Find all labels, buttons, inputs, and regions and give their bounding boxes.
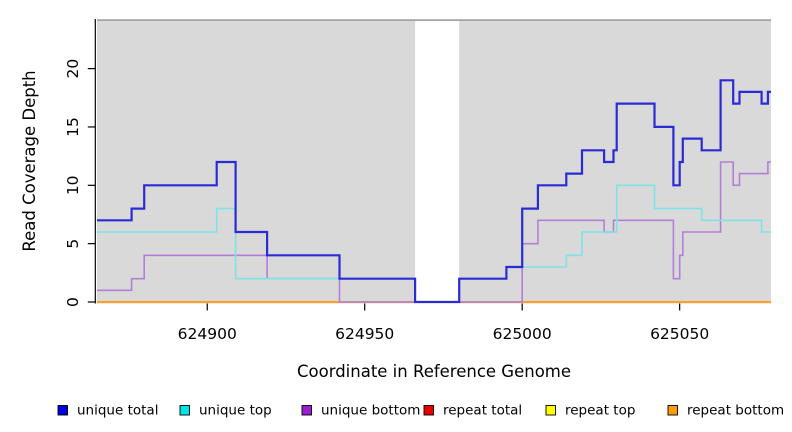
series-line-unique-total (97, 79, 771, 304)
x-tick-label: 625000 (493, 325, 552, 343)
legend-item-repeat-bottom: repeat bottom (667, 403, 784, 419)
y-tick-label: 20 (64, 59, 82, 79)
legend-label: repeat total (443, 403, 522, 419)
legend-swatch-repeat-top (545, 405, 556, 416)
y-tick-label: 0 (64, 297, 82, 307)
legend-label: unique bottom (321, 403, 420, 419)
legend-item-unique-top: unique top (179, 403, 272, 419)
legend-label: unique top (199, 403, 272, 419)
legend-swatch-repeat-bottom (667, 405, 678, 416)
series-lines-group (97, 79, 771, 304)
y-tick-label: 10 (64, 175, 82, 195)
y-tick-label: 5 (64, 239, 82, 249)
series-line-unique-bottom (97, 161, 771, 303)
x-tick-label: 624950 (335, 325, 394, 343)
x-tick-label: 624900 (178, 325, 237, 343)
axes-group: 0 5 10 15 20 624900 624950 625000 625050 (64, 19, 709, 343)
legend-label: repeat top (565, 403, 635, 419)
legend-item-unique-total: unique total (57, 403, 158, 419)
legend-item-repeat-total: repeat total (423, 403, 522, 419)
legend-swatch-unique-total (57, 405, 68, 416)
legend: unique total unique top unique bottom repea… (57, 403, 784, 419)
series-line-unique-top (97, 184, 771, 303)
x-tick-label: 625050 (650, 325, 709, 343)
legend-swatch-repeat-total (423, 405, 434, 416)
y-axis-title: Read Coverage Depth (20, 70, 39, 251)
x-axis-title: Coordinate in Reference Genome (297, 362, 571, 381)
y-tick-label: 15 (64, 117, 82, 137)
legend-label: repeat bottom (687, 403, 784, 419)
legend-item-repeat-top: repeat top (545, 403, 635, 419)
legend-item-unique-bottom: unique bottom (301, 403, 420, 419)
no-data-gap (415, 20, 460, 304)
legend-swatch-unique-bottom (301, 405, 312, 416)
plot-panel-group (97, 19, 771, 304)
legend-swatch-unique-top (179, 405, 190, 416)
legend-label: unique total (77, 403, 158, 419)
